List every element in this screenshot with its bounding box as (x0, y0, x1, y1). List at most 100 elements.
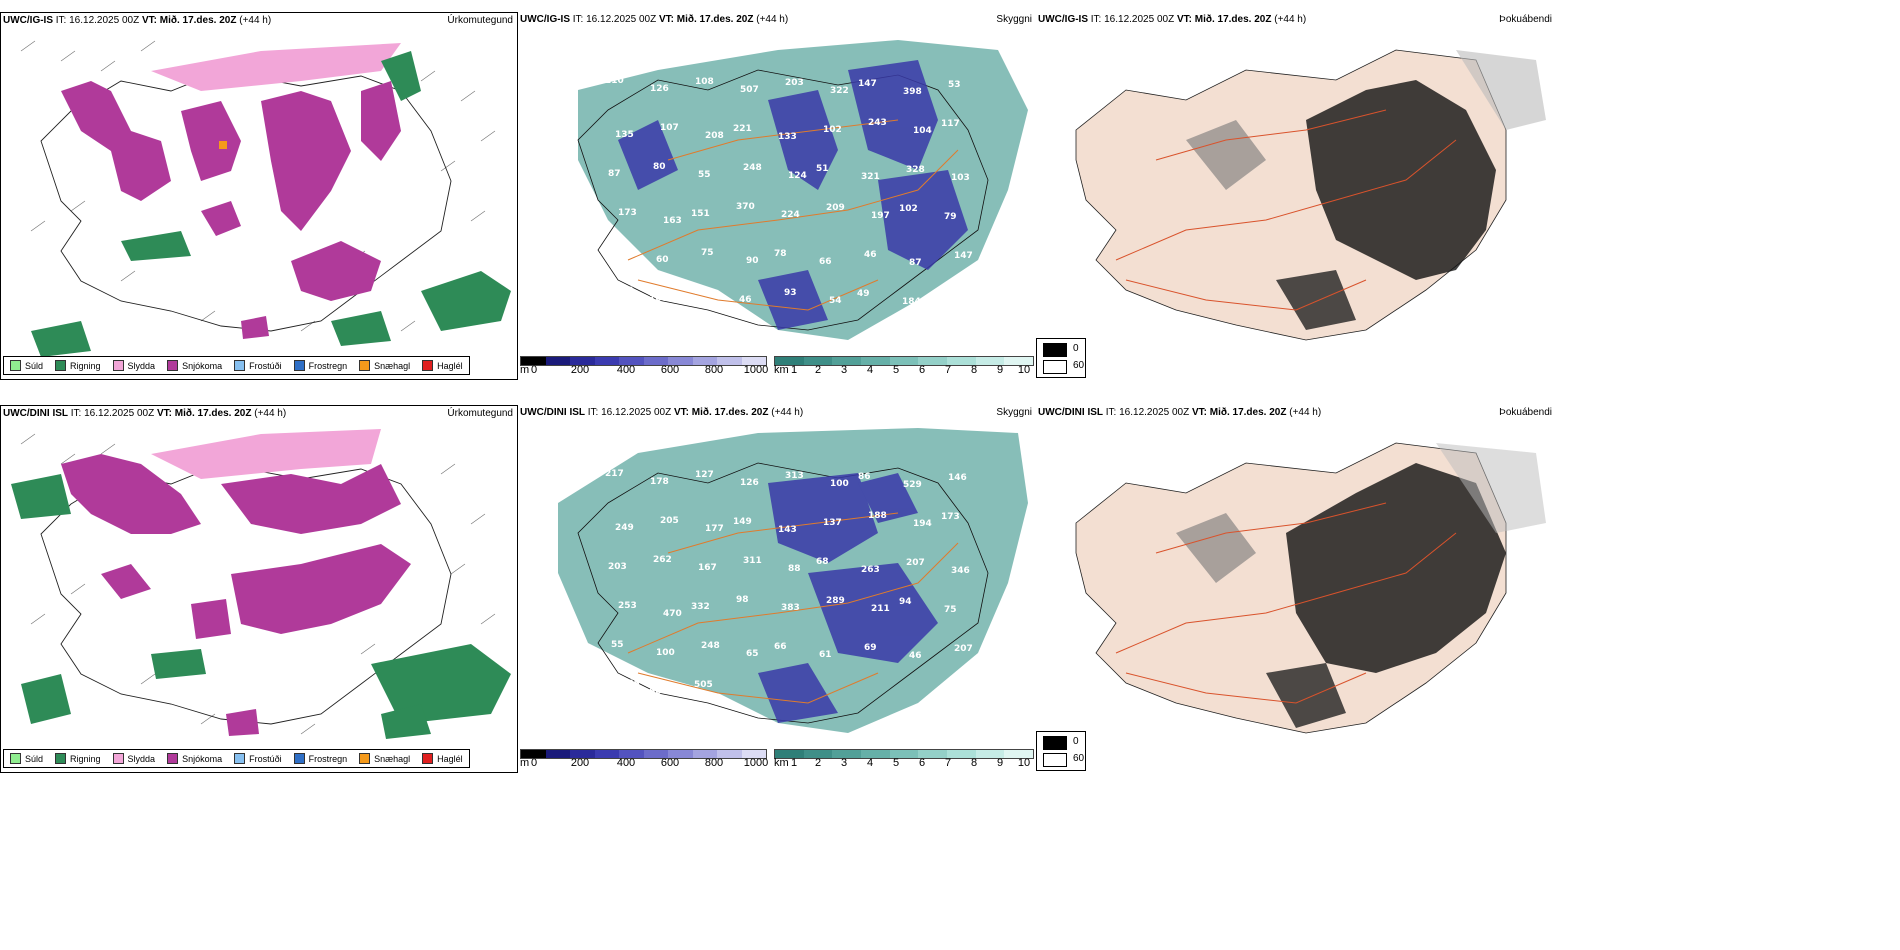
visibility-value-label: 100 (830, 479, 849, 489)
visibility-value-label: 133 (778, 132, 797, 142)
visibility-value-label: 321 (861, 172, 880, 182)
terrain-tick: 200 (570, 364, 590, 376)
visibility-value-label: 61 (819, 650, 832, 660)
fog-index-legend: 0 60 (1036, 338, 1086, 378)
legend-item-sudl: Súld (10, 360, 43, 371)
legend-label: Haglél (437, 360, 463, 371)
visibility-value-label: 126 (740, 478, 759, 488)
fog-legend-label: 60 (1073, 360, 1085, 371)
visibility-value-label: 248 (743, 163, 762, 173)
vt-value: Mið. 17.des. 20Z (1209, 407, 1287, 418)
visibility-value-label: 289 (826, 596, 845, 606)
visibility-value-label: 100 (656, 648, 675, 658)
terrain-tick: 800 (704, 757, 724, 769)
legend-item-snaehagl: Snæhagl (359, 360, 410, 371)
panel-header: UWC/DINI ISL IT: 16.12.2025 00Z VT: Mið.… (1038, 407, 1321, 418)
legend-label: Frostregn (308, 360, 348, 371)
visibility-value-label: 94 (899, 597, 912, 607)
visibility-value-label: 90 (746, 256, 759, 266)
visibility-value-label: 203 (785, 78, 804, 88)
legend-label: Haglél (437, 753, 463, 764)
visibility-value-label: 211 (871, 604, 890, 614)
visibility-value-label: 263 (861, 565, 880, 575)
road-network (627, 512, 959, 704)
visibility-value-label: 87 (608, 169, 621, 179)
visibility-value-label: 207 (906, 558, 925, 568)
visibility-tick: 6 (918, 364, 926, 376)
legend-label: Súld (25, 360, 44, 371)
fog-legend-swatch-dark (1043, 343, 1067, 357)
visibility-value-label: 332 (691, 602, 710, 612)
visibility-value-label: 63 (611, 247, 624, 257)
it-label: IT: (572, 14, 584, 25)
visibility-value-label: 98 (736, 595, 749, 605)
visibility-tick: 8 (970, 364, 978, 376)
legend-swatch (422, 360, 434, 371)
legend-item-haglel: Haglél (422, 753, 463, 764)
visibility-value-label: 103 (951, 173, 970, 183)
panel-header: UWC/IG-IS IT: 16.12.2025 00Z VT: Mið. 17… (3, 15, 271, 26)
legend-swatch (422, 753, 434, 764)
visibility-value-label: 210 (605, 76, 624, 86)
visibility-value-label: 135 (615, 130, 634, 140)
visibility-value-label: 60 (656, 255, 669, 265)
visibility-tick: 5 (892, 757, 900, 769)
visibility-value-label: 143 (778, 525, 797, 535)
precip-areas (11, 429, 511, 739)
terrain-colorbar-bar (520, 749, 767, 759)
legend-label: Slydda (127, 360, 156, 371)
terrain-tick: 200 (570, 757, 590, 769)
it-value: 16.12.2025 00Z (84, 408, 155, 419)
legend-label: Snæhagl (374, 360, 411, 371)
visibility-value-label: 205 (660, 516, 679, 526)
fog-legend-swatch-dark (1043, 736, 1067, 750)
terrain-colorbar-bar (520, 356, 767, 366)
visibility-value-label: 60 (649, 687, 662, 697)
visibility-value-label: 188 (868, 511, 887, 521)
panel-header: UWC/DINI ISL IT: 16.12.2025 00Z VT: Mið.… (3, 408, 286, 419)
visibility-value-label: 173 (618, 208, 637, 218)
visibility-value-label: 166 (649, 294, 668, 304)
visibility-value-label: 65 (746, 649, 759, 659)
legend-label: Rigning (70, 360, 101, 371)
fog-index-panel-row2: UWC/DINI ISL IT: 16.12.2025 00Z VT: Mið.… (1036, 405, 1556, 773)
visibility-value-label: 78 (774, 249, 787, 259)
visibility-tick: 6 (918, 757, 926, 769)
visibility-value-label: 177 (705, 524, 724, 534)
visibility-value-label: 149 (733, 517, 752, 527)
visibility-value-label: 178 (650, 477, 669, 487)
legend-swatch (167, 753, 179, 764)
visibility-value-label: 137 (823, 518, 842, 528)
vt-value: Mið. 17.des. 20Z (691, 407, 769, 418)
visibility-value-label: 55 (698, 170, 711, 180)
iceland-coast-outline (40, 70, 452, 332)
terrain-tick: 800 (704, 364, 724, 376)
visibility-map: 210 126 108 507 203 322 147 398 53 135 107 208 221 13… (577, 40, 1028, 340)
visibility-value-label: 69 (864, 643, 877, 653)
legend-swatch (293, 360, 305, 371)
legend-item-haglel: Haglél (422, 360, 463, 371)
visibility-value-label: 313 (785, 471, 804, 481)
vt-label: VT: (658, 14, 674, 25)
terrain-tick: 1000 (743, 364, 769, 376)
visibility-value-label: 79 (944, 212, 957, 222)
legend-item-frostregn: Frostregn (293, 753, 347, 764)
legend-swatch (167, 360, 179, 371)
visibility-value-label: 311 (743, 556, 762, 566)
precip-areas (31, 43, 511, 357)
it-value: 16.12.2025 00Z (601, 407, 672, 418)
visibility-value-label: 370 (736, 202, 755, 212)
visibility-colorbar: km 1 2 3 4 5 6 7 8 9 10 (774, 749, 1036, 771)
visibility-value-label: 322 (830, 86, 849, 96)
lead-time: (+44 h) (1289, 407, 1322, 418)
legend-item-frostudi: Frostúði (234, 360, 282, 371)
vt-label: VT: (1191, 407, 1207, 418)
model-name: UWC/IG-IS (3, 15, 53, 26)
visibility-value-label: 529 (903, 480, 922, 490)
visibility-panel-row1: UWC/IG-IS IT: 16.12.2025 00Z VT: Mið. 17… (518, 12, 1036, 380)
fog-legend-swatch-light (1043, 360, 1067, 374)
lead-time: (+44 h) (756, 14, 789, 25)
visibility-value-label: 249 (615, 523, 634, 533)
visibility-value-label: 505 (694, 680, 713, 690)
visibility-value-label: 66 (774, 642, 787, 652)
